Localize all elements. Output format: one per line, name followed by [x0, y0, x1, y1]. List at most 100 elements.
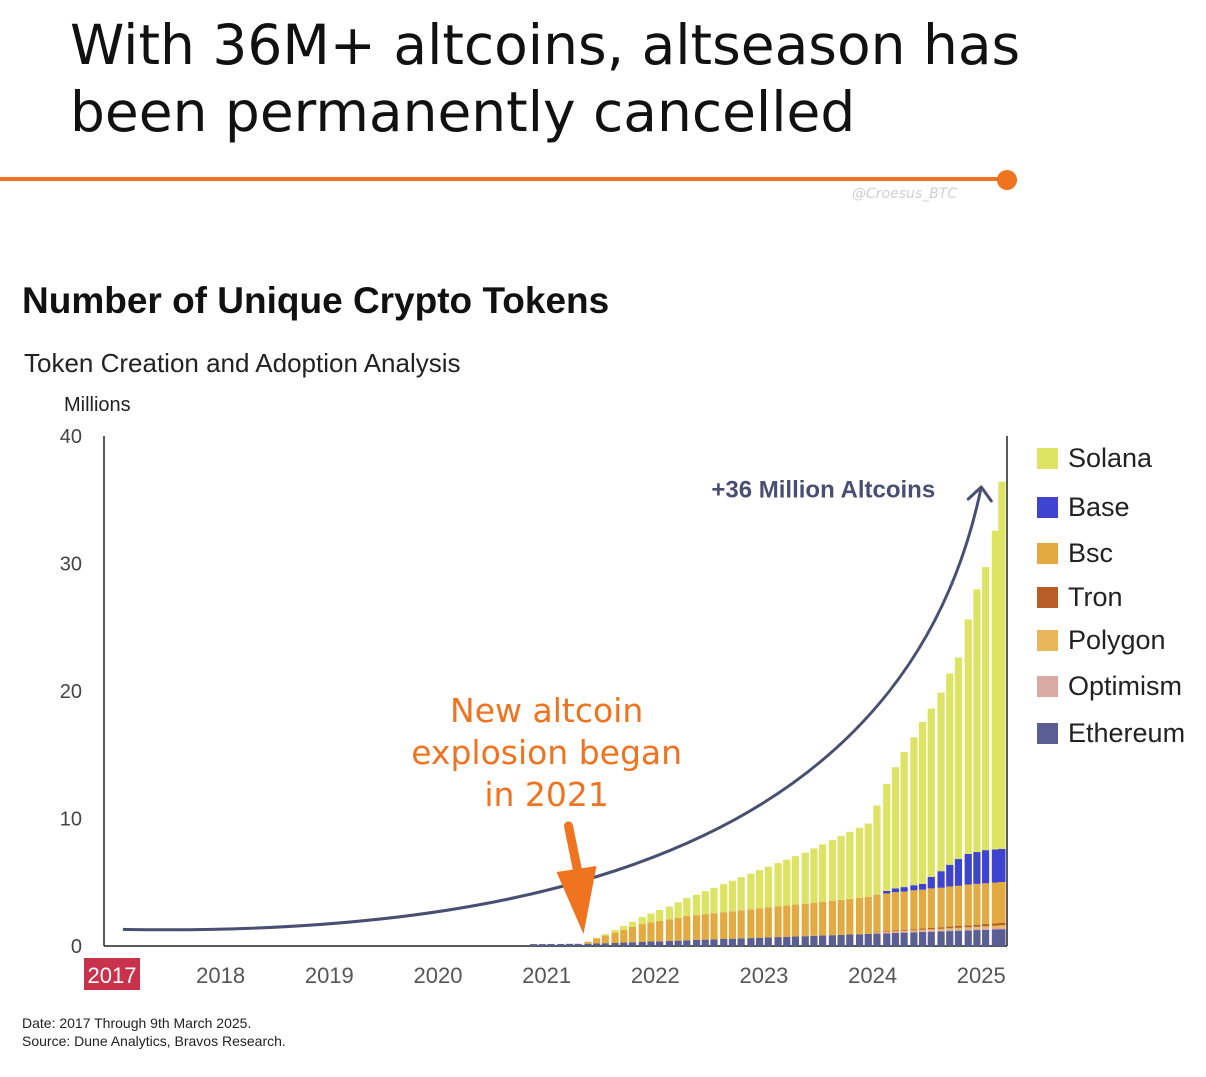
- bar-bsc: [692, 915, 701, 941]
- bar-ethereum: [538, 944, 546, 946]
- bar-optimism: [918, 931, 927, 932]
- bar-ethereum: [593, 943, 601, 946]
- bar-ethereum: [937, 931, 945, 946]
- bar-optimism: [998, 927, 1006, 930]
- bar-ethereum: [946, 931, 954, 946]
- x-tick-label: 2017: [88, 963, 137, 988]
- bar-polygon: [998, 925, 1006, 928]
- bar-solana: [674, 902, 682, 918]
- bar-solana: [837, 836, 845, 900]
- bar-solana: [638, 917, 646, 925]
- bar-polygon: [927, 929, 935, 931]
- bar-solana: [774, 863, 782, 907]
- x-tick-label: 2022: [631, 963, 680, 988]
- bar-base: [910, 885, 918, 891]
- bar-solana: [665, 906, 674, 920]
- bar-solana: [864, 823, 872, 897]
- legend-label-ethereum: Ethereum: [1068, 718, 1185, 748]
- explosion-arrow-head: [556, 866, 597, 934]
- bar-bsc: [900, 891, 908, 930]
- bar-bsc: [628, 926, 637, 943]
- bar-bsc: [982, 883, 990, 925]
- bar-bsc: [728, 911, 737, 939]
- bar-bsc: [601, 935, 609, 944]
- bar-bsc: [918, 889, 927, 929]
- legend-label-base: Base: [1068, 492, 1130, 522]
- legend-label-bsc: Bsc: [1068, 538, 1113, 568]
- legend-label-polygon: Polygon: [1068, 625, 1166, 655]
- bar-bsc: [783, 905, 791, 937]
- y-tick-label: 10: [60, 809, 82, 831]
- bar-solana: [737, 877, 745, 911]
- y-tick-label: 20: [60, 681, 82, 703]
- bar-base: [954, 859, 963, 886]
- bar-solana: [628, 921, 637, 927]
- bar-optimism: [927, 930, 935, 932]
- bar-polygon: [873, 932, 881, 933]
- bar-optimism: [964, 929, 972, 931]
- bar-solana: [620, 925, 628, 930]
- bar-ethereum: [819, 935, 827, 946]
- bar-ethereum: [783, 936, 791, 946]
- bar-solana: [656, 910, 664, 921]
- legend-label-tron: Tron: [1068, 582, 1123, 612]
- bar-bsc: [620, 929, 628, 943]
- legend-swatch-ethereum: [1037, 723, 1058, 744]
- bar-solana: [801, 852, 809, 904]
- legend-label-optimism: Optimism: [1068, 671, 1182, 701]
- bar-optimism: [982, 928, 990, 930]
- bar-bsc: [764, 907, 772, 938]
- bar-solana: [964, 619, 972, 854]
- bar-optimism: [891, 932, 900, 933]
- bar-ethereum: [692, 940, 701, 946]
- bar-solana: [701, 891, 709, 915]
- rule-end-dot: [997, 170, 1017, 190]
- bar-ethereum: [620, 942, 628, 946]
- bar-bsc: [674, 917, 682, 941]
- bar-base: [891, 888, 900, 893]
- bar-ethereum: [665, 940, 674, 946]
- bar-solana: [710, 887, 718, 914]
- bar-ethereum: [873, 933, 881, 946]
- bar-bsc: [710, 913, 718, 940]
- bar-solana: [756, 870, 764, 909]
- bar-bsc: [946, 886, 954, 927]
- bar-tron: [883, 931, 891, 932]
- bar-bsc: [828, 900, 837, 936]
- bar-tron: [982, 924, 990, 927]
- bar-polygon: [918, 929, 927, 932]
- legend-swatch-solana: [1037, 448, 1058, 469]
- bar-ethereum: [855, 934, 864, 946]
- chart-title: Number of Unique Crypto Tokens: [22, 280, 610, 321]
- bar-ethereum: [828, 935, 837, 946]
- bar-polygon: [937, 928, 945, 931]
- bar-solana: [855, 827, 864, 898]
- bar-bsc: [756, 908, 764, 938]
- bar-ethereum: [764, 937, 772, 946]
- bar-base: [964, 853, 972, 885]
- bar-solana: [747, 873, 755, 910]
- bar-ethereum: [837, 934, 845, 946]
- bar-tron: [991, 923, 999, 926]
- legend-swatch-base: [1037, 497, 1058, 518]
- bar-bsc: [846, 898, 854, 935]
- bar-tron: [910, 929, 918, 931]
- legend-swatch-tron: [1037, 587, 1058, 608]
- bar-ethereum: [737, 938, 745, 946]
- bar-solana: [601, 934, 609, 936]
- x-tick-label: 2021: [522, 963, 571, 988]
- bar-ethereum: [747, 938, 755, 946]
- bar-optimism: [910, 931, 918, 933]
- bar-solana: [918, 721, 927, 884]
- bar-tron: [918, 928, 927, 930]
- bar-ethereum: [982, 929, 990, 946]
- bar-ethereum: [656, 941, 664, 946]
- bar-ethereum: [864, 933, 872, 946]
- footnote: Date: 2017 Through 9th March 2025. Sourc…: [22, 1014, 286, 1050]
- bar-bsc: [883, 893, 891, 932]
- bar-optimism: [954, 929, 963, 931]
- bar-solana: [828, 840, 837, 901]
- legend-label-solana: Solana: [1068, 443, 1153, 473]
- bar-optimism: [946, 929, 954, 932]
